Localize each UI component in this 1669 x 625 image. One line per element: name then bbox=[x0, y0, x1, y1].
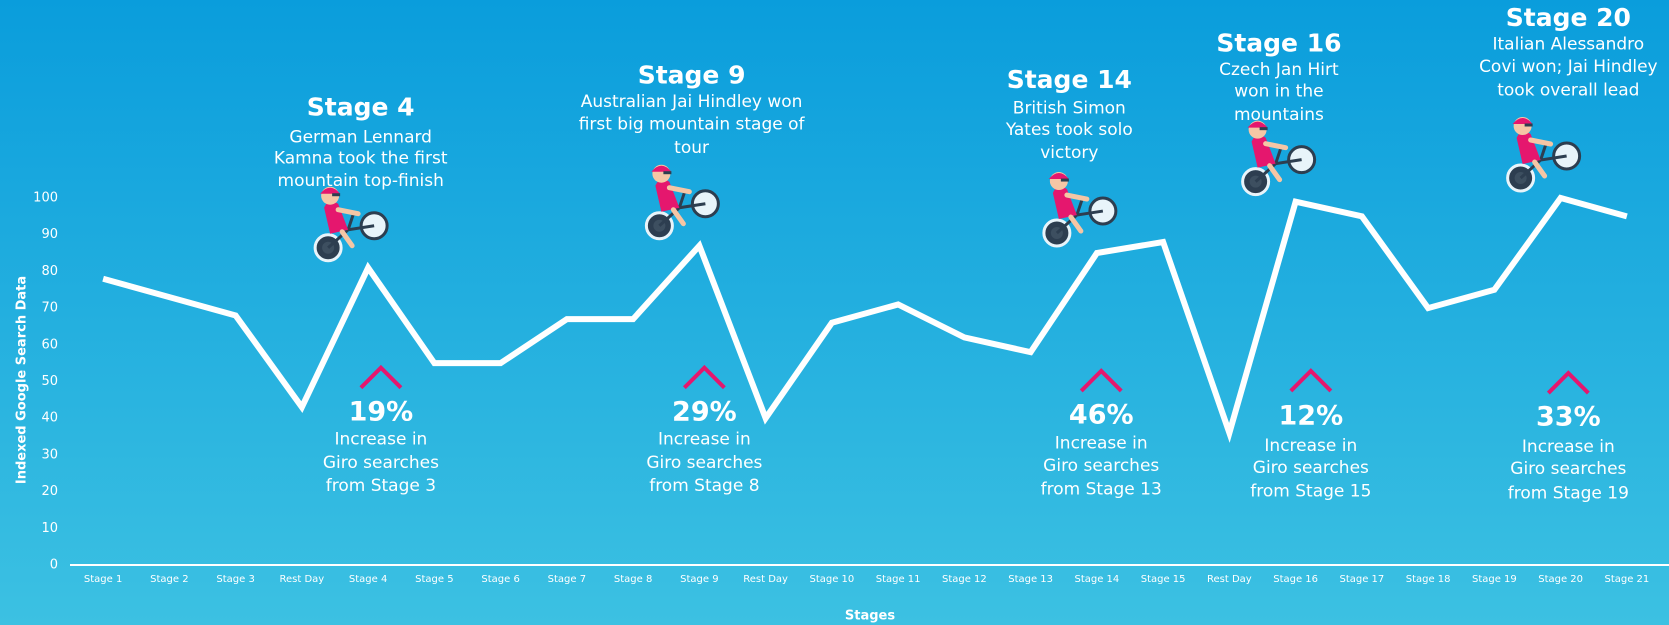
increase-caption: from Stage 13 bbox=[1041, 479, 1162, 499]
increase-caption: Giro searches bbox=[1510, 459, 1626, 479]
y-axis-title: Indexed Google Search Data bbox=[15, 276, 30, 484]
increase-value: 19% bbox=[349, 396, 414, 427]
x-tick-label: Stage 14 bbox=[1074, 574, 1119, 585]
annotation-text: British Simon bbox=[1013, 99, 1126, 119]
x-tick-label: Rest Day bbox=[1207, 574, 1252, 585]
annotation-title: Stage 20 bbox=[1506, 3, 1631, 32]
increase-caption: Increase in bbox=[658, 429, 751, 449]
annotation-text: Italian Alessandro bbox=[1493, 35, 1645, 55]
annotation-text: Covi won; Jai Hindley bbox=[1479, 57, 1658, 77]
increase-caption: Increase in bbox=[334, 429, 427, 449]
y-tick-label: 50 bbox=[41, 374, 58, 389]
y-tick-label: 100 bbox=[33, 191, 58, 206]
annotation-text: tour bbox=[674, 138, 709, 158]
x-axis-title: Stages bbox=[845, 609, 895, 624]
y-tick-label: 40 bbox=[41, 411, 58, 426]
increase-caption: Increase in bbox=[1055, 434, 1148, 454]
increase-caption: Giro searches bbox=[1043, 456, 1159, 476]
increase-caption: from Stage 8 bbox=[649, 476, 759, 496]
increase-chevron bbox=[1546, 370, 1590, 395]
increase-caption: Increase in bbox=[1522, 437, 1615, 457]
x-tick-label: Stage 6 bbox=[481, 574, 519, 585]
x-tick-label: Stage 19 bbox=[1472, 574, 1517, 585]
x-tick-label: Stage 3 bbox=[216, 574, 254, 585]
y-tick-label: 90 bbox=[41, 227, 58, 242]
increase-chevron bbox=[1079, 368, 1123, 393]
increase-chevron bbox=[359, 364, 403, 390]
x-tick-label: Stage 18 bbox=[1406, 574, 1451, 585]
annotation-text: Czech Jan Hirt bbox=[1219, 60, 1339, 80]
y-tick-label: 70 bbox=[41, 301, 58, 316]
increase-chevron bbox=[682, 364, 726, 390]
x-tick-label: Stage 2 bbox=[150, 574, 188, 585]
annotation-title: Stage 9 bbox=[638, 61, 746, 90]
increase-caption: Giro searches bbox=[323, 453, 439, 473]
x-tick-label: Stage 8 bbox=[614, 574, 652, 585]
annotation-text: first big mountain stage of bbox=[579, 114, 806, 134]
increase-caption: from Stage 3 bbox=[326, 476, 436, 496]
annotation-text: mountains bbox=[1234, 105, 1324, 125]
increase-value: 46% bbox=[1069, 400, 1134, 431]
x-tick-label: Stage 16 bbox=[1273, 574, 1318, 585]
increase-value: 12% bbox=[1279, 401, 1344, 432]
y-tick-label: 30 bbox=[41, 447, 58, 462]
annotation-text: won in the bbox=[1234, 82, 1323, 102]
x-tick-label: Stage 15 bbox=[1141, 574, 1186, 585]
y-tick-label: 0 bbox=[50, 558, 58, 573]
x-tick-label: Stage 9 bbox=[680, 574, 718, 585]
increase-chevron bbox=[1289, 368, 1333, 393]
annotation-text: Kamna took the first bbox=[274, 149, 448, 169]
y-tick-label: 60 bbox=[41, 337, 58, 352]
y-tick-label: 10 bbox=[41, 521, 58, 536]
annotation-text: took overall lead bbox=[1497, 80, 1639, 100]
y-tick-label: 20 bbox=[41, 484, 58, 499]
annotation-title: Stage 4 bbox=[307, 93, 415, 122]
x-tick-label: Stage 21 bbox=[1604, 574, 1649, 585]
y-tick-label: 80 bbox=[41, 264, 58, 279]
increase-caption: Increase in bbox=[1264, 436, 1357, 456]
annotation-text: Australian Jai Hindley won bbox=[581, 92, 803, 112]
data-line bbox=[102, 194, 1628, 443]
increase-caption: from Stage 19 bbox=[1508, 484, 1629, 504]
x-tick-label: Stage 4 bbox=[349, 574, 387, 585]
x-tick-label: Stage 20 bbox=[1538, 574, 1583, 585]
annotation-title: Stage 16 bbox=[1216, 29, 1341, 58]
x-tick-label: Stage 7 bbox=[548, 574, 586, 585]
x-tick-label: Stage 12 bbox=[942, 574, 987, 585]
increase-value: 33% bbox=[1536, 402, 1601, 433]
x-tick-label: Stage 13 bbox=[1008, 574, 1053, 585]
annotation-text: German Lennard bbox=[289, 127, 432, 147]
increase-value: 29% bbox=[672, 396, 737, 427]
x-tick-label: Stage 1 bbox=[84, 574, 122, 585]
increase-caption: Giro searches bbox=[1253, 458, 1369, 478]
x-tick-label: Stage 11 bbox=[876, 574, 921, 585]
x-tick-label: Stage 17 bbox=[1339, 574, 1384, 585]
x-tick-label: Rest Day bbox=[743, 574, 788, 585]
x-tick-label: Rest Day bbox=[280, 574, 325, 585]
annotation-text: Yates took solo bbox=[1005, 120, 1133, 140]
x-tick-label: Stage 5 bbox=[415, 574, 453, 585]
increase-caption: from Stage 15 bbox=[1250, 482, 1371, 502]
x-tick-label: Stage 10 bbox=[809, 574, 854, 585]
annotation-text: mountain top-finish bbox=[278, 171, 444, 191]
increase-caption: Giro searches bbox=[646, 453, 762, 473]
annotation-title: Stage 14 bbox=[1007, 65, 1132, 94]
annotation-text: victory bbox=[1040, 143, 1098, 163]
